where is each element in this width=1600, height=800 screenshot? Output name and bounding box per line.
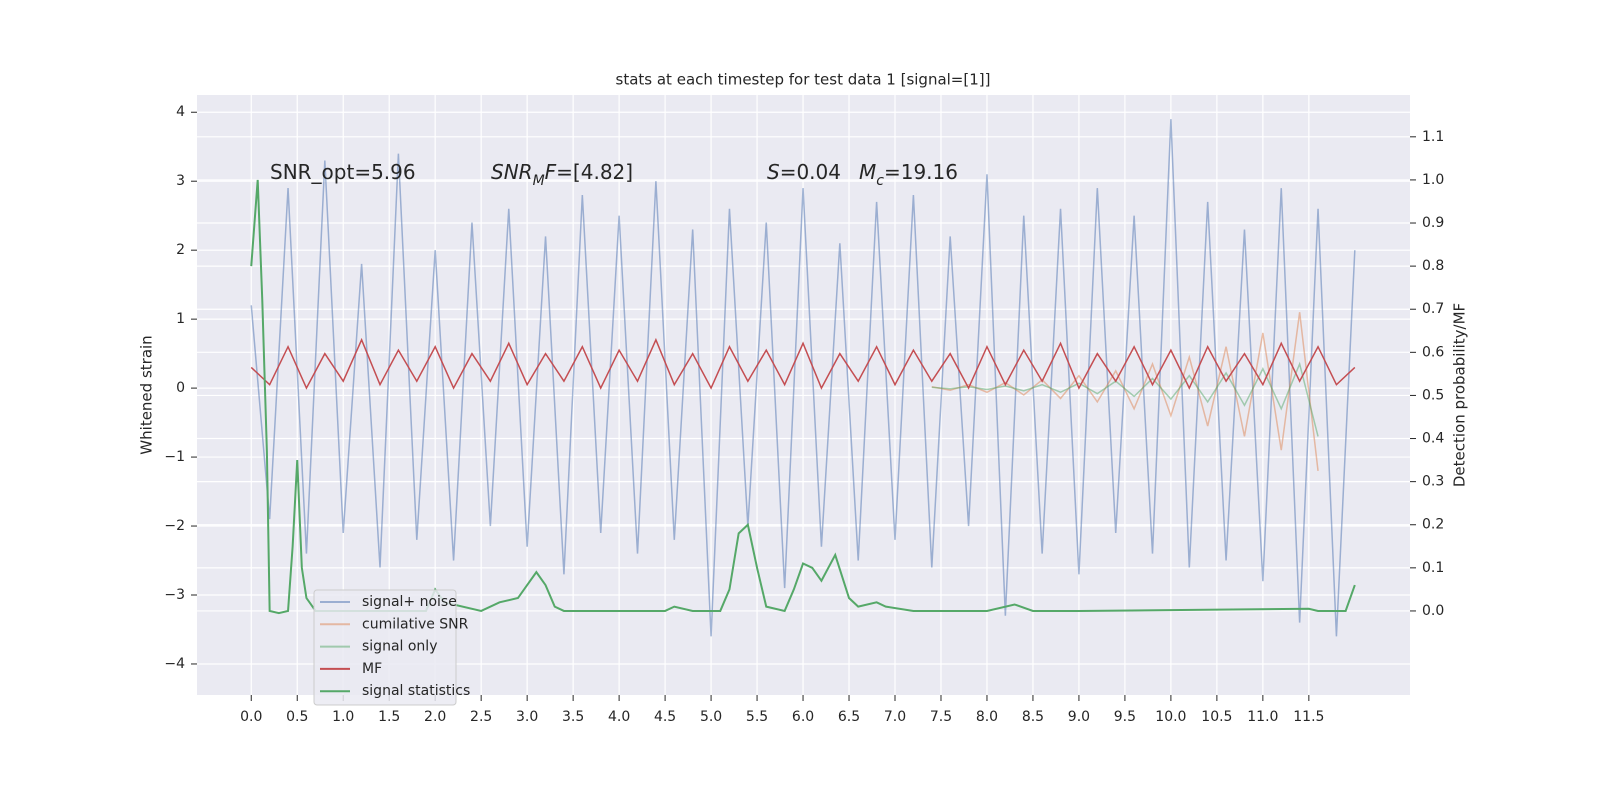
legend-label: signal statistics	[362, 683, 470, 699]
y-axis-label: Whitened strain	[138, 335, 156, 454]
y-tick-label: −4	[164, 656, 185, 672]
annotation-part: M	[859, 160, 876, 184]
x-tick-label: 7.0	[884, 709, 906, 725]
y-tick-label: 2	[176, 242, 185, 258]
y2-tick-label: 0.4	[1422, 431, 1444, 447]
x-tick-label: 10.0	[1155, 709, 1186, 725]
y2-tick-label: 1.1	[1422, 129, 1444, 145]
series-line	[250, 337, 1356, 390]
x-tick-label: 3.5	[562, 709, 584, 725]
x-tick-label: 3.0	[516, 709, 538, 725]
series-line	[931, 361, 1319, 437]
y2-tick-label: 0.2	[1422, 517, 1444, 533]
chart-title: stats at each timestep for test data 1 […	[616, 71, 991, 89]
legend: signal+ noise cumilative SNR signal only MF…	[313, 589, 470, 706]
x-tick-label: 0.0	[240, 709, 262, 725]
annotation: S=0.04	[767, 160, 841, 184]
annotation: SNRMF=[4.82]	[491, 160, 633, 190]
x-tick-label: 2.5	[470, 709, 492, 725]
annotation-part: M	[533, 173, 545, 189]
series-line	[250, 179, 1356, 615]
legend-box	[313, 589, 457, 706]
legend-label: signal+ noise	[362, 594, 457, 610]
x-tick-label: 11.0	[1247, 709, 1278, 725]
x-tick-label: 6.5	[838, 709, 860, 725]
y-tick-label: −1	[164, 449, 185, 465]
x-tick-label: 10.5	[1201, 709, 1232, 725]
annotation-part: SNR	[491, 160, 533, 184]
y2-tick-label: 0.1	[1422, 560, 1444, 576]
x-tick-label: 5.5	[746, 709, 768, 725]
x-tick-label: 6.0	[792, 709, 814, 725]
y-tick-label: −3	[164, 587, 185, 603]
y2-tick-label: 0.8	[1422, 258, 1444, 274]
x-tick-label: 4.5	[654, 709, 676, 725]
y2-tick-label: 0.9	[1422, 215, 1444, 231]
annotation-part: =0.04	[780, 160, 841, 184]
legend-label: signal only	[362, 639, 437, 655]
x-tick-label: 2.0	[424, 709, 446, 725]
y-tick-label: 4	[176, 104, 185, 120]
y2-axis-label: Detection probability/MF	[1451, 303, 1469, 487]
annotation-part: F	[545, 160, 557, 184]
y-tick-label: −2	[164, 518, 185, 534]
x-tick-label: 7.5	[930, 709, 952, 725]
y-tick-label: 3	[176, 173, 185, 189]
x-tick-label: 0.5	[286, 709, 308, 725]
x-tick-label: 4.0	[608, 709, 630, 725]
y2-tick-label: 0.5	[1422, 387, 1444, 403]
annotation-part: =19.16	[884, 160, 958, 184]
y2-tick-label: 1.0	[1422, 172, 1444, 188]
x-tick-label: 5.0	[700, 709, 722, 725]
x-tick-label: 8.0	[976, 709, 998, 725]
annotation-part: S	[767, 160, 780, 184]
x-tick-label: 9.5	[1114, 709, 1136, 725]
x-tick-label: 8.5	[1022, 709, 1044, 725]
y-tick-label: 0	[176, 380, 185, 396]
legend-label: cumilative SNR	[362, 616, 469, 632]
annotation: Mc=19.16	[859, 160, 958, 190]
annotation-part: =[4.82]	[556, 160, 633, 184]
y2-tick-label: 0.0	[1422, 603, 1444, 619]
legend-label: MF	[362, 661, 382, 677]
series-line	[250, 119, 1356, 637]
x-tick-label: 9.0	[1068, 709, 1090, 725]
x-tick-label: 1.5	[378, 709, 400, 725]
x-tick-label: 1.0	[332, 709, 354, 725]
y2-tick-label: 0.7	[1422, 301, 1444, 317]
y-tick-label: 1	[176, 311, 185, 327]
x-tick-label: 11.5	[1293, 709, 1324, 725]
annotation-part: c	[876, 173, 884, 189]
y2-tick-label: 0.3	[1422, 474, 1444, 490]
annotation-part: SNR_opt=5.96	[270, 160, 416, 184]
y2-tick-label: 0.6	[1422, 344, 1444, 360]
annotation: SNR_opt=5.96	[270, 160, 416, 184]
